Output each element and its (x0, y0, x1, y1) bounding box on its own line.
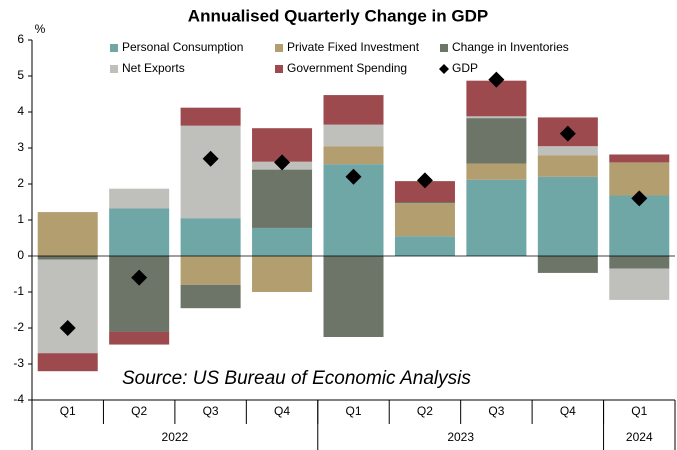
bar-segment (252, 227, 313, 256)
bar-segment (394, 236, 455, 256)
x-tick-label: Q2 (131, 404, 147, 418)
bar-segment (537, 155, 598, 177)
legend-swatch (110, 44, 118, 52)
bar-segment (252, 256, 313, 292)
legend-label: Private Fixed Investment (287, 40, 420, 54)
bar-segment (394, 181, 455, 202)
bar-segment (109, 188, 170, 209)
bar-segment (537, 146, 598, 156)
bar-segment (37, 353, 98, 372)
bar-segment (180, 218, 241, 256)
bar-segment (180, 125, 241, 219)
bar-segment (37, 256, 98, 260)
bar-segment (466, 179, 527, 256)
y-tick-label: 2 (17, 176, 24, 190)
y-tick-label: -4 (13, 392, 24, 406)
y-tick-label: -2 (13, 320, 24, 334)
gdp-marker (345, 168, 362, 185)
bar-segment (609, 154, 670, 163)
y-tick-label: 1 (17, 212, 24, 226)
legend-label: Government Spending (287, 61, 407, 75)
x-tick-label: Q1 (631, 404, 647, 418)
bar-segment (109, 256, 170, 332)
bar-segment (394, 203, 455, 237)
bar-segment (537, 256, 598, 273)
bar-segment (323, 95, 384, 125)
gdp-marker (488, 71, 505, 88)
gdp-marker (59, 320, 76, 336)
bar-segment (180, 256, 241, 285)
x-tick-label: Q4 (274, 404, 290, 418)
bar-segment (466, 163, 527, 180)
legend: Personal Consumption Private Fixed Invest… (110, 40, 569, 75)
legend-label: Change in Inventories (452, 40, 569, 54)
gdp-marker (631, 190, 648, 207)
legend-label: GDP (452, 61, 478, 75)
bar-segment (394, 202, 455, 204)
bar-segment (609, 162, 670, 196)
x-tick-label: Q1 (60, 404, 76, 418)
x-tick-label: Q4 (560, 404, 576, 418)
bars (37, 80, 670, 372)
annotation: Source: US Bureau of Economic Analysis (122, 368, 471, 389)
y-tick-label: 3 (17, 140, 24, 154)
bar-segment (37, 212, 98, 256)
bar-segment (609, 256, 670, 269)
gdp-marker (274, 154, 291, 171)
bar-segment (323, 256, 384, 337)
gdp-marker (202, 150, 219, 167)
y-tick-label: 4 (17, 104, 24, 118)
y-tick-label: 5 (17, 68, 24, 82)
x-tick-label: Q2 (417, 404, 433, 418)
bar-segment (252, 169, 313, 228)
y-tick-label: 6 (17, 32, 24, 46)
bar-segment (109, 208, 170, 256)
gdp-marker (131, 269, 148, 286)
bar-segment (37, 259, 98, 354)
bar-segment (180, 284, 241, 309)
y-tick-label: -1 (13, 284, 24, 298)
bar-segment (323, 146, 384, 165)
x-tick-label: Q1 (345, 404, 361, 418)
y-tick-label: -3 (13, 356, 24, 370)
bar-segment (609, 268, 670, 300)
x-tick-label: Q3 (488, 404, 504, 418)
y-tick-label: 0 (17, 248, 24, 262)
bar-segment (180, 107, 241, 126)
bar-segment (466, 116, 527, 119)
legend-swatch (275, 65, 283, 73)
gdp-marker (416, 172, 433, 189)
gdp-marker (559, 125, 576, 142)
legend-swatch (275, 44, 283, 52)
year-label: 2024 (626, 430, 653, 444)
legend-label: Net Exports (122, 61, 185, 75)
bar-segment (323, 124, 384, 147)
legend-swatch (440, 44, 448, 52)
legend-swatch (110, 65, 118, 73)
x-tick-label: Q3 (203, 404, 219, 418)
y-unit: % (35, 22, 46, 36)
legend-swatch (439, 64, 449, 74)
year-label: 2022 (162, 430, 189, 444)
bar-segment (537, 176, 598, 256)
chart-title: Annualised Quarterly Change in GDP (188, 6, 488, 25)
legend-label: Personal Consumption (122, 40, 243, 54)
bar-segment (109, 331, 170, 345)
year-label: 2023 (447, 430, 474, 444)
bar-segment (466, 118, 527, 164)
